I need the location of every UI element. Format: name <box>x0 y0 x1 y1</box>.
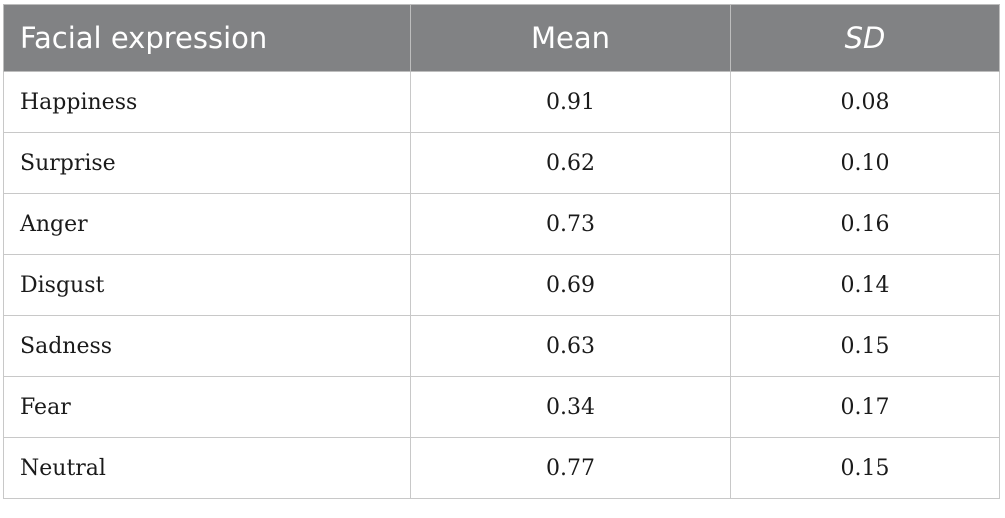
sd-cell: 0.10 <box>730 132 1000 194</box>
expression-cell: Sadness <box>3 315 411 377</box>
mean-cell: 0.91 <box>410 71 731 133</box>
table-row: Happiness 0.91 0.08 <box>3 71 1000 133</box>
table-row: Neutral 0.77 0.15 <box>3 437 1000 499</box>
table-row: Sadness 0.63 0.15 <box>3 315 1000 377</box>
header-facial-expression: Facial expression <box>3 4 411 72</box>
mean-cell: 0.73 <box>410 193 731 255</box>
mean-cell: 0.63 <box>410 315 731 377</box>
table-row: Fear 0.34 0.17 <box>3 376 1000 438</box>
mean-cell: 0.34 <box>410 376 731 438</box>
header-sd-label: SD <box>844 21 886 55</box>
sd-cell: 0.16 <box>730 193 1000 255</box>
sd-cell: 0.14 <box>730 254 1000 316</box>
table-row: Anger 0.73 0.16 <box>3 193 1000 255</box>
sd-cell: 0.15 <box>730 315 1000 377</box>
mean-cell: 0.69 <box>410 254 731 316</box>
table-row: Disgust 0.69 0.14 <box>3 254 1000 316</box>
sd-cell: 0.15 <box>730 437 1000 499</box>
mean-cell: 0.77 <box>410 437 731 499</box>
table-row: Surprise 0.62 0.10 <box>3 132 1000 194</box>
header-mean: Mean <box>410 4 731 72</box>
expression-cell: Fear <box>3 376 411 438</box>
expression-cell: Surprise <box>3 132 411 194</box>
sd-cell: 0.08 <box>730 71 1000 133</box>
expression-cell: Disgust <box>3 254 411 316</box>
header-sd: SD <box>730 4 1000 72</box>
header-row: Facial expression Mean SD <box>3 4 1000 72</box>
table-header: Facial expression Mean SD <box>3 4 1000 72</box>
expression-cell: Happiness <box>3 71 411 133</box>
facial-expression-table: Facial expression Mean SD Happiness 0.91… <box>3 4 1000 499</box>
mean-cell: 0.62 <box>410 132 731 194</box>
table-body: Happiness 0.91 0.08 Surprise 0.62 0.10 A… <box>3 71 1000 499</box>
sd-cell: 0.17 <box>730 376 1000 438</box>
expression-cell: Anger <box>3 193 411 255</box>
expression-cell: Neutral <box>3 437 411 499</box>
